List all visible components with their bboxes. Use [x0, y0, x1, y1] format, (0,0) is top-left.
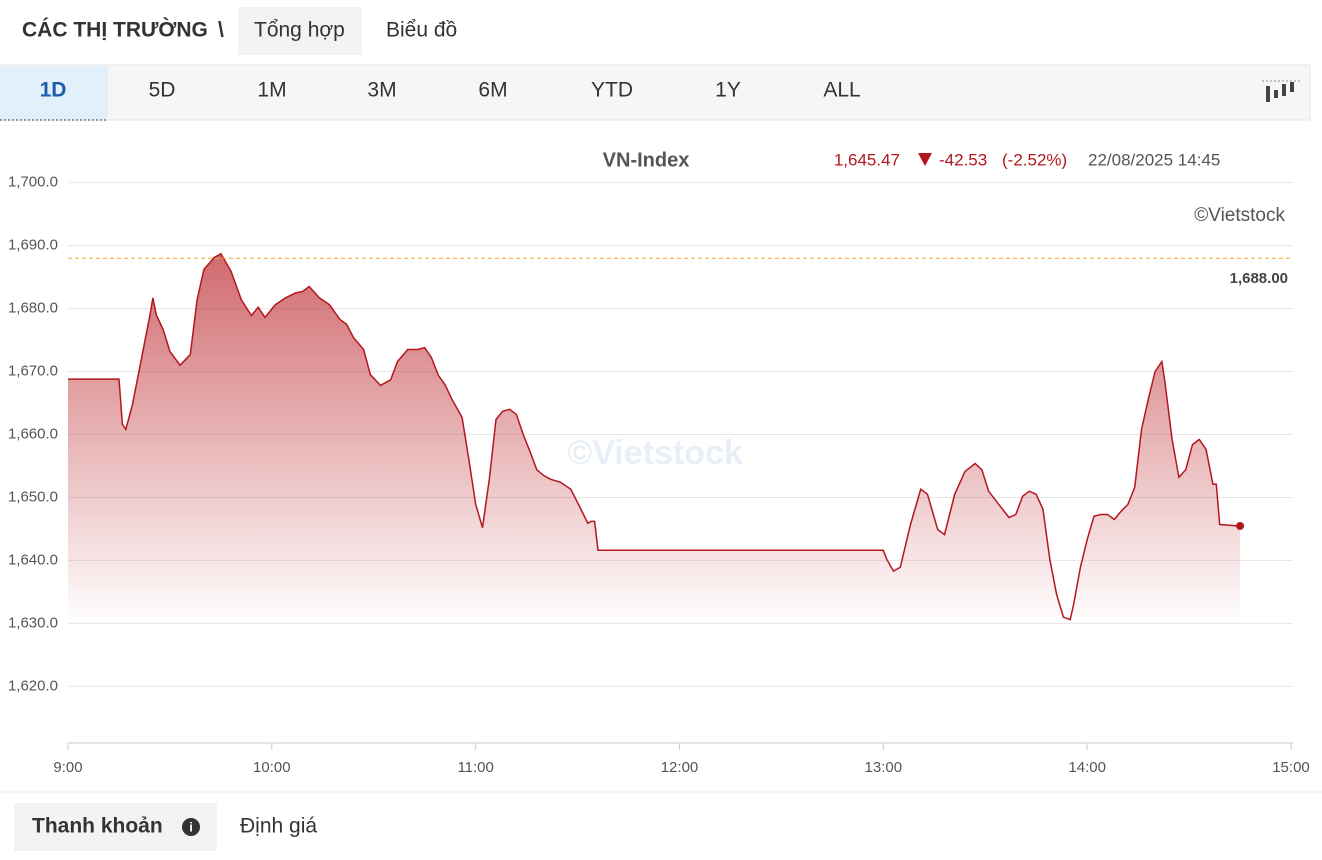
separator: \ [218, 19, 224, 42]
tab-active-bg [238, 7, 362, 55]
range-tab[interactable]: 6M [478, 79, 507, 102]
tab[interactable]: Biểu đồ [386, 19, 457, 42]
info-icon-glyph: i [189, 819, 193, 834]
y-tick-label: 1,690.0 [8, 237, 58, 254]
watermark-logo: ©Vietstock [567, 434, 743, 472]
tab[interactable]: Tổng hợp [254, 19, 345, 42]
chart-type-icon[interactable] [1262, 80, 1300, 102]
change: -42.53 [939, 150, 987, 169]
y-tick-label: 1,620.0 [8, 677, 58, 694]
timestamp: 22/08/2025 14:45 [1088, 150, 1220, 169]
chart-title: VN-Index [603, 149, 690, 171]
bottom-tab[interactable]: Thanh khoản [32, 815, 163, 838]
range-bar [0, 64, 1311, 121]
x-tick-label: 12:00 [661, 759, 699, 776]
x-tick-label: 15:00 [1272, 759, 1310, 776]
y-tick-label: 1,630.0 [8, 614, 58, 631]
x-tick-label: 11:00 [457, 759, 493, 776]
price: 1,645.47 [834, 150, 900, 169]
y-tick-label: 1,660.0 [8, 425, 58, 442]
x-tick-label: 13:00 [865, 759, 903, 776]
range-tab[interactable]: 1D [40, 79, 67, 102]
reference-label: 1,688.00 [1230, 270, 1288, 287]
y-tick-label: 1,680.0 [8, 300, 58, 317]
range-tab[interactable]: ALL [823, 79, 860, 102]
last-point [1236, 521, 1245, 530]
range-tab[interactable]: 1Y [715, 79, 741, 102]
range-tab[interactable]: YTD [591, 79, 633, 102]
x-tick-label: 14:00 [1068, 759, 1106, 776]
bottom-tab[interactable]: Định giá [240, 815, 317, 838]
change-percent: (-2.52%) [1002, 150, 1067, 169]
range-active-bg [0, 66, 108, 120]
range-tab[interactable]: 5D [149, 79, 176, 102]
line [68, 252, 1241, 621]
x-tick-label: 10:00 [253, 759, 291, 776]
watermark: ©Vietstock [1194, 205, 1285, 226]
range-tab[interactable]: 1M [257, 79, 286, 102]
section-title: CÁC THỊ TRƯỜNG [22, 18, 208, 42]
x-tick-label: 9:00 [53, 759, 82, 776]
y-tick-label: 1,640.0 [8, 551, 58, 568]
range-tab[interactable]: 3M [367, 79, 396, 102]
info-icon[interactable] [182, 818, 200, 836]
down-arrow [918, 153, 932, 166]
y-tick-label: 1,670.0 [8, 363, 58, 380]
y-tick-label: 1,700.0 [8, 174, 58, 191]
y-tick-label: 1,650.0 [8, 488, 58, 505]
